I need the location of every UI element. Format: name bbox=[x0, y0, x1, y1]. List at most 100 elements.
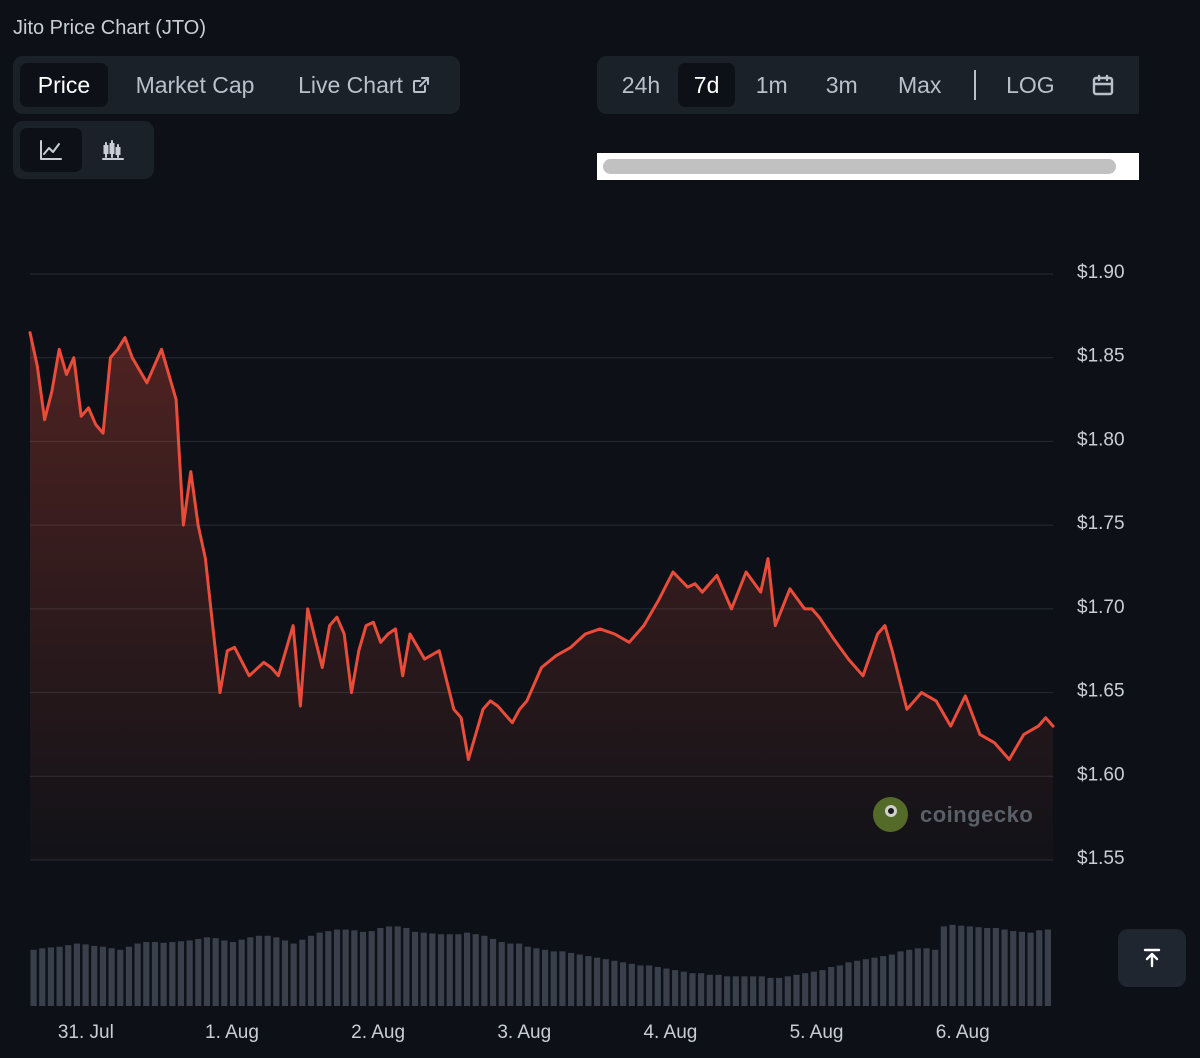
x-tick-label: 1. Aug bbox=[205, 1022, 259, 1043]
volume-bar bbox=[854, 960, 861, 1006]
log-toggle[interactable]: LOG bbox=[1006, 71, 1055, 98]
volume-bar bbox=[992, 928, 999, 1006]
tab-price[interactable]: Price bbox=[20, 63, 108, 107]
volume-bar bbox=[914, 948, 921, 1006]
volume-bar bbox=[949, 924, 956, 1006]
volume-bar bbox=[750, 976, 757, 1006]
volume-bar bbox=[802, 973, 809, 1006]
volume-bar bbox=[65, 945, 72, 1006]
tab-max[interactable]: Max bbox=[897, 71, 942, 98]
volume-bar bbox=[186, 940, 193, 1006]
volume-bar bbox=[880, 956, 887, 1006]
y-tick-label: $1.70 bbox=[1077, 597, 1125, 618]
volume-bar bbox=[446, 934, 453, 1006]
volume-bar bbox=[359, 931, 367, 1006]
metric-tabs: Price Market Cap Live Chart bbox=[13, 56, 460, 114]
volume-bar bbox=[672, 970, 679, 1006]
volume-bar bbox=[177, 941, 185, 1006]
volume-bar bbox=[151, 942, 159, 1006]
volume-bar bbox=[568, 952, 575, 1006]
volume-bar bbox=[906, 949, 913, 1006]
candlestick-chart-button[interactable] bbox=[82, 128, 144, 172]
volume-bar bbox=[602, 959, 609, 1006]
volume-bar bbox=[99, 946, 107, 1006]
volume-bar bbox=[377, 928, 384, 1006]
volume-bar bbox=[56, 946, 63, 1006]
coingecko-watermark: coingecko bbox=[873, 797, 1033, 832]
y-tick-label: $1.80 bbox=[1077, 429, 1125, 450]
volume-bar bbox=[325, 931, 332, 1006]
volume-bar bbox=[524, 946, 531, 1006]
volume-bar bbox=[108, 948, 115, 1006]
volume-bar bbox=[533, 948, 540, 1006]
tab-3m[interactable]: 3m bbox=[825, 71, 858, 98]
tab-24h[interactable]: 24h bbox=[621, 71, 661, 98]
range-divider bbox=[974, 70, 977, 100]
volume-bar bbox=[160, 942, 167, 1006]
volume-bar bbox=[862, 959, 869, 1006]
y-tick-label: $1.85 bbox=[1077, 346, 1125, 367]
tab-market-cap[interactable]: Market Cap bbox=[135, 71, 255, 98]
y-tick-label: $1.60 bbox=[1077, 764, 1125, 785]
volume-bar bbox=[307, 935, 315, 1006]
volume-bar bbox=[1001, 929, 1008, 1006]
volume-bar bbox=[212, 938, 219, 1006]
volume-bar bbox=[663, 968, 670, 1006]
x-tick-label: 2. Aug bbox=[351, 1022, 405, 1043]
volume-bar bbox=[134, 943, 141, 1006]
volume-bar bbox=[706, 974, 713, 1006]
volume-bar bbox=[507, 943, 514, 1006]
external-link-icon bbox=[412, 77, 429, 93]
tab-live-chart[interactable]: Live Chart bbox=[282, 63, 447, 107]
volume-bar bbox=[1010, 931, 1017, 1006]
volume-bar bbox=[463, 932, 471, 1006]
volume-bar bbox=[680, 971, 687, 1006]
volume-bar bbox=[594, 957, 601, 1006]
y-tick-label: $1.65 bbox=[1077, 681, 1125, 702]
line-chart-button[interactable] bbox=[20, 128, 82, 172]
y-tick-label: $1.90 bbox=[1077, 262, 1125, 283]
volume-bar bbox=[767, 977, 774, 1006]
volume-bar bbox=[1027, 932, 1034, 1006]
volume-bar bbox=[715, 974, 722, 1006]
volume-bar bbox=[281, 940, 289, 1006]
volume-bar bbox=[741, 976, 748, 1006]
date-picker-button[interactable] bbox=[1075, 63, 1132, 107]
volume-bar bbox=[542, 949, 549, 1006]
volume-bar bbox=[646, 965, 653, 1006]
volume-bar bbox=[923, 948, 930, 1006]
scrollbar-thumb[interactable] bbox=[603, 159, 1116, 174]
volume-bar bbox=[73, 943, 81, 1006]
volume-bar bbox=[819, 970, 826, 1006]
tab-live-chart-label: Live Chart bbox=[298, 71, 403, 98]
watermark-text: coingecko bbox=[920, 801, 1034, 827]
volume-bar bbox=[828, 967, 835, 1006]
scroll-to-top-button[interactable] bbox=[1118, 929, 1186, 987]
volume-bar bbox=[966, 926, 973, 1006]
volume-bar bbox=[203, 937, 211, 1006]
volume-bar bbox=[489, 938, 497, 1006]
volume-bar bbox=[585, 956, 592, 1006]
volume-bar bbox=[515, 943, 523, 1006]
x-tick-label: 5. Aug bbox=[790, 1022, 844, 1043]
range-scrollbar[interactable] bbox=[597, 153, 1139, 180]
volume-bar bbox=[299, 939, 306, 1006]
price-series-line[interactable] bbox=[28, 331, 1055, 761]
volume-bar bbox=[247, 937, 254, 1006]
volume-bar bbox=[472, 934, 479, 1006]
volume-bar bbox=[845, 962, 852, 1006]
volume-bar bbox=[47, 947, 55, 1006]
tab-7d[interactable]: 7d bbox=[677, 63, 736, 107]
volume-bar bbox=[932, 949, 939, 1006]
tab-1m[interactable]: 1m bbox=[755, 71, 788, 98]
y-tick-label: $1.75 bbox=[1077, 513, 1125, 534]
volume-bar bbox=[481, 935, 488, 1006]
page-title: Jito Price Chart (JTO) bbox=[13, 17, 206, 39]
x-axis-ticks: 31. Jul 1. Aug 2. Aug 3. Aug 4. Aug 5. Aug 6. … bbox=[58, 1022, 990, 1043]
volume-bar bbox=[620, 962, 627, 1006]
y-tick-label: $1.55 bbox=[1077, 848, 1125, 869]
volume-bar bbox=[394, 926, 401, 1006]
volume-bar bbox=[984, 928, 991, 1006]
volume-bar bbox=[888, 954, 895, 1006]
